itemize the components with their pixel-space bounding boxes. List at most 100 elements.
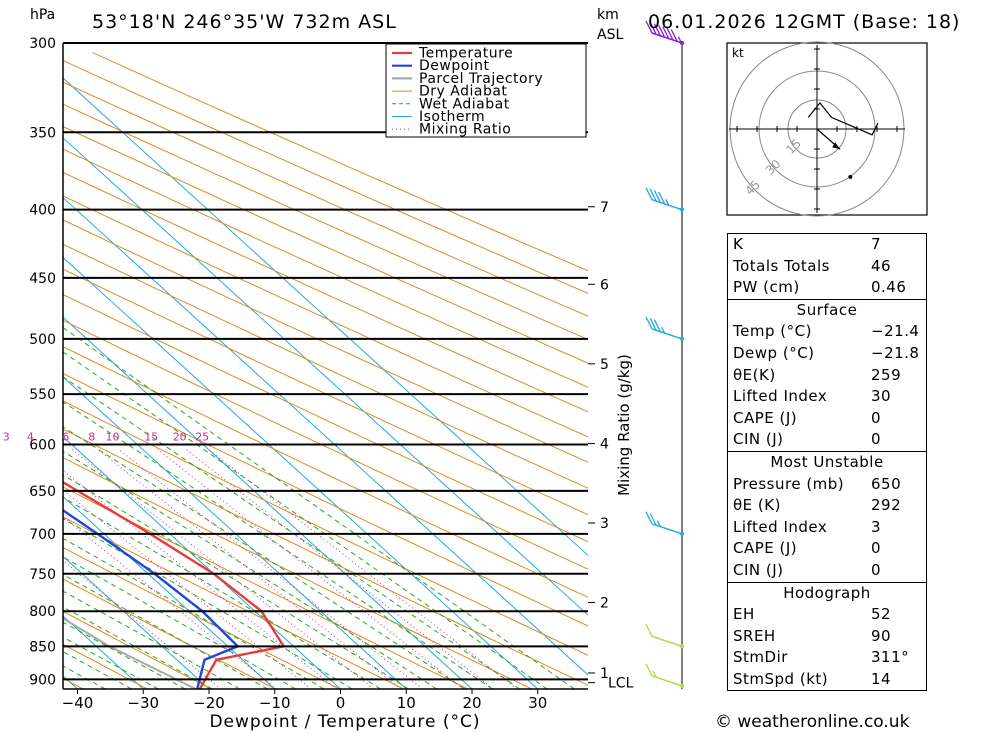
hodograph-index-label: StmSpd (kt) [733, 669, 829, 688]
asl-unit-label: ASL [597, 27, 623, 43]
dry-adiabat-line [63, 547, 340, 689]
dry-adiabat-line [63, 319, 588, 570]
most-unstable-index-value: 3 [871, 517, 882, 536]
isotherm-line [0, 43, 12, 689]
most-unstable-index-label: θE (K) [733, 496, 781, 515]
isotherm-line [63, 495, 276, 689]
hodograph-index-label: EH [733, 605, 755, 624]
dry-adiabat-line [63, 610, 212, 689]
wind-barb-feather [649, 188, 657, 202]
wind-barb-staff [651, 328, 683, 340]
wind-barb-feather [666, 27, 674, 41]
hodograph-trace [807, 101, 879, 136]
most-unstable-index-row: CIN (J) 0 [728, 560, 926, 582]
general-indices: K 7 Totals Totals 46 PW (cm) 0.46 [727, 233, 927, 299]
most-unstable-index-row: CAPE (J) 0 [728, 538, 926, 560]
surface-index-row: Lifted Index 30 [728, 386, 926, 408]
hodograph-index-label: StmDir [733, 648, 788, 667]
most-unstable-index-value: 0 [871, 539, 882, 558]
wind-barb-feather [653, 190, 661, 203]
km-tick-label: 1 [600, 666, 609, 682]
dry-adiabat-line [63, 268, 588, 516]
wet-adiabat-line [63, 426, 465, 689]
mixing-ratio-line [63, 489, 312, 689]
legend-entry: Parcel Trajectory [419, 71, 543, 87]
hodograph-index-value: 14 [871, 669, 892, 688]
most-unstable-index-label: Pressure (mb) [733, 474, 845, 493]
dry-adiabat-line [63, 578, 276, 689]
general-index-value: 0.46 [871, 278, 907, 297]
most-unstable-index-label: CIN (J) [733, 560, 784, 579]
wet-adiabat-line [63, 636, 159, 689]
legend-entry: Wet Adiabat [419, 96, 510, 112]
isotherm-line [63, 376, 407, 689]
wet-adiabat-line [63, 537, 325, 689]
mixing-ratio-label: 10 [106, 431, 120, 444]
surface-index-label: CIN (J) [733, 430, 784, 449]
mixing-ratio-axis-label: Mixing Ratio (g/kg) [615, 354, 633, 496]
wind-barb-feather [665, 198, 670, 206]
dry-adiabat-line [63, 400, 588, 656]
wind-barb-feather [658, 24, 666, 38]
wind-barb [645, 187, 684, 212]
wet-adiabat-line [63, 401, 493, 689]
isotherm-line [63, 256, 539, 689]
storm-point [848, 174, 853, 179]
dry-adiabat-line [63, 243, 588, 489]
surface-index-value: 0 [871, 408, 882, 427]
surface-index-label: CAPE (J) [733, 408, 798, 427]
pressure-tick-label: 550 [29, 387, 56, 403]
dry-adiabat-line [63, 219, 588, 463]
most-unstable-index-value: 0 [871, 560, 882, 579]
mixing-ratio-line [63, 469, 337, 689]
hodograph-index-row: StmSpd (kt) 14 [728, 669, 926, 691]
dry-adiabat-line [63, 59, 588, 294]
surface-index-value: 259 [871, 365, 902, 384]
dry-adiabat-line [0, 53, 19, 689]
hodograph-index-row: EH 52 [728, 604, 926, 626]
general-index-label: Totals Totals [733, 256, 830, 275]
wind-barb-feather [645, 316, 653, 330]
most-unstable-title: Most Unstable [770, 452, 884, 471]
x-axis-label: Dewpoint / Temperature (°C) [209, 712, 480, 732]
isotherm-line [63, 555, 210, 689]
surface-indices: Surface Temp (°C) −21.4 Dewp (°C) −21.8 θE(K)… [727, 298, 927, 451]
wind-barb-feather [645, 663, 653, 677]
wet-adiabat-line [63, 351, 548, 689]
pressure-tick-label: 700 [29, 527, 56, 543]
wind-barb-feather [645, 20, 653, 34]
surface-index-label: θE(K) [733, 365, 776, 384]
dry-adiabat-line [63, 103, 588, 341]
dry-adiabat-line [63, 516, 404, 689]
most-unstable-index-row: Pressure (mb) 650 [728, 474, 926, 496]
wind-barb-feather [645, 624, 653, 637]
indices-panel: K 7 Totals Totals 46 PW (cm) 0.46 Surface Temp… [727, 233, 927, 692]
x-tick-label: 30 [528, 694, 547, 712]
wind-barb-feather [653, 23, 661, 37]
surface-index-value: 0 [871, 430, 882, 449]
pressure-tick-label: 500 [29, 332, 56, 348]
isotherm-line [63, 196, 588, 676]
surface-index-value: 30 [871, 387, 892, 406]
surface-index-label: Lifted Index [733, 387, 828, 406]
surface-index-row: CAPE (J) 0 [728, 408, 926, 430]
wind-barb-feather [649, 512, 657, 526]
wet-adiabat-line [63, 474, 409, 689]
wind-barb-staff [651, 675, 683, 687]
pressure-tick-label: 750 [29, 567, 56, 583]
wind-barb-feather [653, 319, 661, 333]
km-unit-label: km [597, 7, 619, 23]
dry-adiabat-line [63, 677, 84, 689]
dry-adiabat-line [63, 171, 588, 413]
x-tick-label: −30 [127, 694, 159, 712]
general-index-row: Totals Totals 46 [728, 256, 926, 278]
dry-adiabat-line [92, 52, 588, 272]
pressure-tick-label: 600 [29, 438, 56, 454]
wind-barb-feather [670, 29, 678, 42]
pressure-tick-label: 350 [29, 125, 56, 141]
mixing-ratio-label: 8 [88, 431, 95, 444]
